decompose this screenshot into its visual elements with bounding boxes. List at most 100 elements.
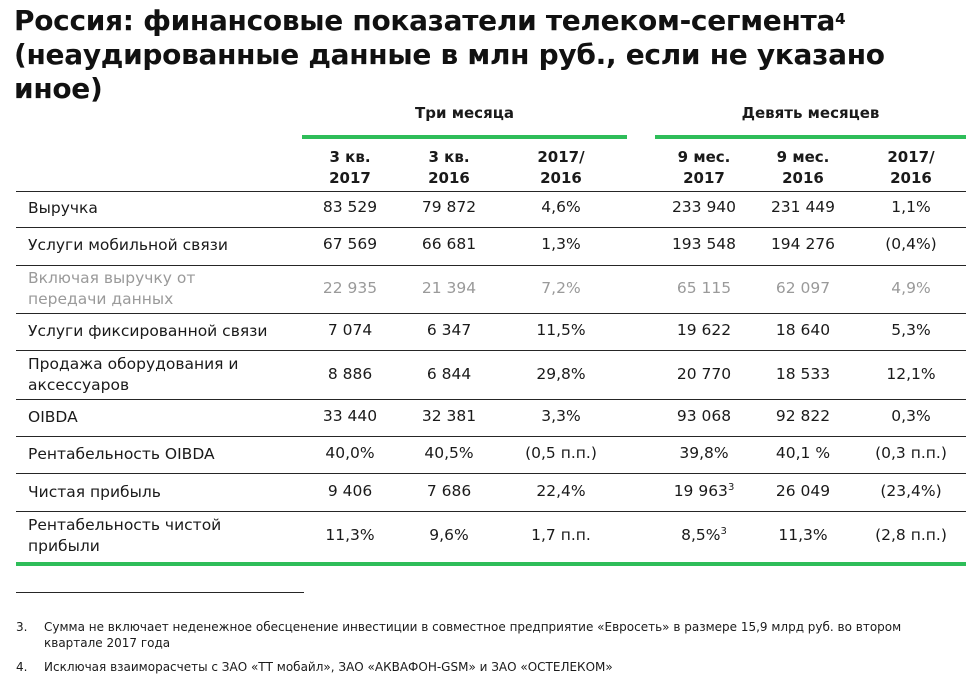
table-cell: 62 097 bbox=[775, 279, 831, 297]
table-cell: 39,8% bbox=[679, 444, 729, 462]
column-header-q-change: 2017/2016 bbox=[537, 148, 585, 187]
footnote-number: 4. bbox=[16, 660, 28, 674]
table-cell: 21 394 bbox=[421, 279, 477, 297]
divider bbox=[16, 511, 966, 512]
table-cell: 92 822 bbox=[775, 407, 831, 425]
table-cell: 20 770 bbox=[676, 365, 732, 383]
table-cell: 1,3% bbox=[541, 235, 581, 253]
table-bottom-bar bbox=[16, 562, 966, 566]
table-cell: 11,3% bbox=[778, 526, 828, 544]
title-line-2: (неаудированные данные в млн руб., если … bbox=[14, 38, 885, 105]
table-cell: 9 406 bbox=[327, 482, 373, 500]
table-cell: 8,5%3 bbox=[681, 526, 727, 545]
table-cell: 67 569 bbox=[322, 235, 378, 253]
footnote: 4. Исключая взаиморасчеты с ЗАО «ТТ моба… bbox=[16, 659, 956, 677]
group-bar-nine-months bbox=[655, 135, 966, 139]
row-label: Рентабельность OIBDA bbox=[28, 445, 215, 463]
table-cell: 5,3% bbox=[891, 321, 931, 339]
table-cell: 7,2% bbox=[541, 279, 581, 297]
table-cell: 6 347 bbox=[426, 321, 472, 339]
divider bbox=[16, 313, 966, 314]
table-row: Услуги фиксированной связи 7 074 6 347 1… bbox=[0, 313, 976, 350]
table-cell: 83 529 bbox=[322, 198, 378, 216]
table-cell: 7 074 bbox=[327, 321, 373, 339]
row-label: OIBDA bbox=[28, 408, 78, 426]
row-label: Рентабельность чистой прибыли bbox=[28, 516, 222, 555]
table-cell: 0,3% bbox=[891, 407, 931, 425]
table-cell: 40,1 % bbox=[775, 444, 831, 462]
row-label: Чистая прибыль bbox=[28, 483, 161, 501]
divider bbox=[16, 191, 966, 192]
footnote-ref: 3 bbox=[727, 482, 735, 493]
table-cell: 65 115 bbox=[676, 279, 732, 297]
table-row: Выручка 83 529 79 872 4,6% 233 940 231 4… bbox=[0, 191, 976, 227]
column-header-9m-2017: 9 мес. 2017 bbox=[677, 148, 731, 187]
table-cell: 3,3% bbox=[541, 407, 581, 425]
row-label: Включая выручку от передачи данных bbox=[28, 269, 196, 308]
table-cell: (23,4%) bbox=[880, 482, 942, 500]
divider bbox=[16, 227, 966, 228]
title-footnote-ref: 4 bbox=[835, 10, 846, 28]
table-cell: 6 844 bbox=[426, 365, 472, 383]
table-cell: 40,5% bbox=[424, 444, 474, 462]
footnote-text: Сумма не включает неденежное обесценение… bbox=[44, 620, 902, 650]
group-header-three-months: Три месяца bbox=[415, 104, 514, 122]
table-cell: 11,5% bbox=[536, 321, 586, 339]
table-cell: 7 686 bbox=[426, 482, 472, 500]
divider bbox=[16, 399, 966, 400]
row-label: Услуги мобильной связи bbox=[28, 236, 228, 254]
table-cell: 4,9% bbox=[891, 279, 931, 297]
page-title: Россия: финансовые показатели телеком-се… bbox=[14, 4, 964, 106]
divider bbox=[16, 436, 966, 437]
group-header-nine-months: Девять месяцев bbox=[741, 104, 880, 122]
table-cell: 18 533 bbox=[775, 365, 831, 383]
table-cell: 26 049 bbox=[775, 482, 831, 500]
table-cell: 18 640 bbox=[775, 321, 831, 339]
table-cell: 193 548 bbox=[671, 235, 737, 253]
table-cell: 194 276 bbox=[770, 235, 836, 253]
column-header-q3-2016: 3 кв. 2016 bbox=[428, 148, 470, 187]
column-header-9m-2016: 9 мес. 2016 bbox=[776, 148, 830, 187]
table-cell: 22,4% bbox=[536, 482, 586, 500]
divider bbox=[16, 265, 966, 266]
column-header-q3-2017: 3 кв. 2017 bbox=[329, 148, 371, 187]
table-cell: 33 440 bbox=[322, 407, 378, 425]
table-row: Рентабельность чистой прибыли 11,3% 9,6% … bbox=[0, 511, 976, 562]
title-line-1: Россия: финансовые показатели телеком-се… bbox=[14, 4, 836, 37]
table-cell: 9,6% bbox=[429, 526, 469, 544]
table-cell: (0,5 п.п.) bbox=[525, 444, 597, 462]
table-row: OIBDA 33 440 32 381 3,3% 93 068 92 822 0… bbox=[0, 399, 976, 436]
table-cell: 1,1% bbox=[891, 198, 931, 216]
table-cell: 93 068 bbox=[676, 407, 732, 425]
footnote-number: 3. bbox=[16, 620, 28, 634]
table-cell: (0,4%) bbox=[885, 235, 937, 253]
table-cell: 1,7 п.п. bbox=[531, 526, 591, 544]
table-row: Продажа оборудования и аксессуаров 8 886 … bbox=[0, 350, 976, 399]
table-cell: 19 622 bbox=[676, 321, 732, 339]
table-row: Включая выручку от передачи данных 22 935… bbox=[0, 265, 976, 313]
table-cell: 66 681 bbox=[421, 235, 477, 253]
divider bbox=[16, 350, 966, 351]
table-cell: 231 449 bbox=[770, 198, 836, 216]
row-label: Продажа оборудования и аксессуаров bbox=[28, 355, 239, 394]
table-row: Чистая прибыль 9 406 7 686 22,4% 19 9633… bbox=[0, 473, 976, 511]
table-cell: 32 381 bbox=[421, 407, 477, 425]
group-bar-three-months bbox=[302, 135, 627, 139]
table-cell: 8 886 bbox=[327, 365, 373, 383]
table-cell: 11,3% bbox=[325, 526, 375, 544]
table-cell: 22 935 bbox=[322, 279, 378, 297]
table-cell: 12,1% bbox=[886, 365, 936, 383]
table-cell: 233 940 bbox=[671, 198, 737, 216]
footnote-text: Исключая взаиморасчеты с ЗАО «ТТ мобайл»… bbox=[44, 660, 613, 674]
table-cell: 4,6% bbox=[541, 198, 581, 216]
footnote-divider bbox=[16, 592, 304, 593]
table-cell: (2,8 п.п.) bbox=[875, 526, 947, 544]
table-row: Рентабельность OIBDA 40,0% 40,5% (0,5 п.… bbox=[0, 436, 976, 473]
table-cell: 40,0% bbox=[325, 444, 375, 462]
footnote: 3. Сумма не включает неденежное обесцене… bbox=[16, 619, 956, 653]
table-cell: (0,3 п.п.) bbox=[875, 444, 947, 462]
table-cell: 19 9633 bbox=[673, 482, 735, 501]
table-cell: 79 872 bbox=[421, 198, 477, 216]
divider bbox=[16, 473, 966, 474]
footnote-ref: 3 bbox=[720, 526, 727, 537]
